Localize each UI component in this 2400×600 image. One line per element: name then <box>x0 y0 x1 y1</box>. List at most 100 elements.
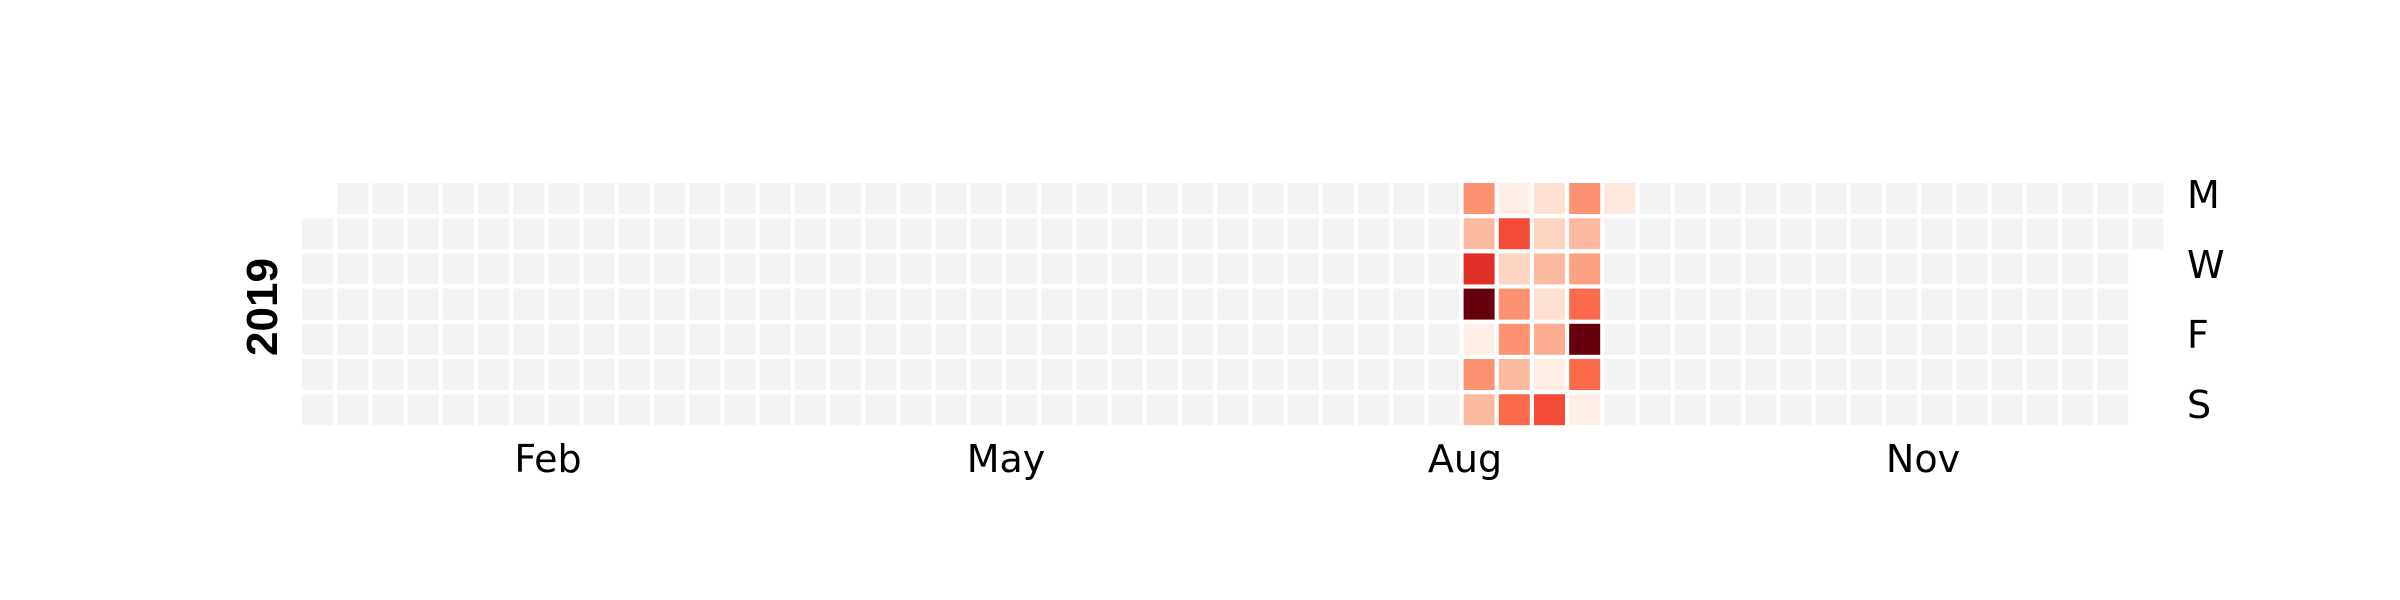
heatmap-cell-empty <box>548 253 580 285</box>
heatmap-cell-empty <box>2132 183 2164 214</box>
heatmap-cell-empty <box>1956 253 1988 285</box>
heatmap-cell-empty <box>618 253 650 285</box>
heatmap-cell <box>1569 323 1601 355</box>
heatmap-cell-empty <box>1322 359 1354 390</box>
heatmap-cell <box>1498 183 1530 214</box>
heatmap-cell-empty <box>935 359 967 390</box>
heatmap-cells <box>302 183 2164 426</box>
heatmap-cell <box>1463 288 1495 320</box>
heatmap-cell-empty <box>1604 218 1636 250</box>
heatmap-cell-empty <box>1111 323 1143 355</box>
heatmap-cell-empty <box>302 394 333 426</box>
heatmap-cell-empty <box>1921 253 1953 285</box>
heatmap-cell-empty <box>689 218 721 250</box>
heatmap-cell-empty <box>618 394 650 426</box>
heatmap-cell-empty <box>1921 218 1953 250</box>
heatmap-cell-empty <box>1604 359 1636 390</box>
heatmap-cell-empty <box>759 394 791 426</box>
heatmap-cell-empty <box>337 183 369 214</box>
heatmap-cell-empty <box>2097 394 2129 426</box>
heatmap-cell-empty <box>830 218 861 250</box>
heatmap-cell-empty <box>1041 218 1073 250</box>
heatmap-cell-empty <box>1745 359 1777 390</box>
heatmap-cell-empty <box>1886 253 1917 285</box>
heatmap-cell-empty <box>830 323 861 355</box>
heatmap-cell-empty <box>794 359 826 390</box>
heatmap-cell-empty <box>372 253 404 285</box>
heatmap-cell-empty <box>1041 394 1073 426</box>
heatmap-cell-empty <box>1006 359 1037 390</box>
heatmap-cell-empty <box>1780 288 1812 320</box>
heatmap-cell-empty <box>865 323 897 355</box>
heatmap-cell-empty <box>337 359 369 390</box>
heatmap-cell-empty <box>513 323 545 355</box>
heatmap-cell-empty <box>2062 394 2093 426</box>
heatmap-cell-empty <box>1393 359 1425 390</box>
heatmap-cell-empty <box>900 359 932 390</box>
heatmap-cell <box>1463 253 1495 285</box>
heatmap-cell-empty <box>1287 218 1319 250</box>
heatmap-cell-empty <box>1850 323 1882 355</box>
heatmap-cell-empty <box>2097 218 2129 250</box>
heatmap-cell-empty <box>1217 394 1249 426</box>
heatmap-cell-empty <box>689 288 721 320</box>
heatmap-cell-empty <box>1041 288 1073 320</box>
heatmap-cell-empty <box>1287 183 1319 214</box>
heatmap-cell-empty <box>1991 253 2023 285</box>
heatmap-cell-empty <box>1710 218 1741 250</box>
heatmap-cell-empty <box>1252 394 1284 426</box>
heatmap-cell-empty <box>1815 253 1847 285</box>
heatmap-cell-empty <box>1815 218 1847 250</box>
heatmap-cell-empty <box>1252 323 1284 355</box>
weekday-label: M <box>2187 173 2220 217</box>
heatmap-cell-empty <box>548 218 580 250</box>
heatmap-cell-empty <box>970 183 1002 214</box>
heatmap-cell-empty <box>548 359 580 390</box>
heatmap-cell-empty <box>1674 288 1706 320</box>
heatmap-cell <box>1498 323 1530 355</box>
heatmap-cell-empty <box>2097 183 2129 214</box>
heatmap-cell <box>1498 359 1530 390</box>
heatmap-cell-empty <box>1182 323 1213 355</box>
heatmap-cell-empty <box>1886 394 1917 426</box>
heatmap-cell <box>1498 288 1530 320</box>
heatmap-cell-empty <box>372 323 404 355</box>
heatmap-cell-empty <box>1146 359 1178 390</box>
heatmap-cell-empty <box>1182 359 1213 390</box>
heatmap-cell <box>1534 218 1565 250</box>
heatmap-cell-empty <box>1287 394 1319 426</box>
heatmap-cell-empty <box>1780 183 1812 214</box>
heatmap-cell-empty <box>935 253 967 285</box>
heatmap-cell-empty <box>1358 394 1389 426</box>
heatmap-cell-empty <box>1745 323 1777 355</box>
heatmap-cell-empty <box>1639 359 1671 390</box>
heatmap-cell-empty <box>1182 253 1213 285</box>
heatmap-cell-empty <box>1393 323 1425 355</box>
heatmap-cell-empty <box>654 183 685 214</box>
heatmap-cell-empty <box>478 183 509 214</box>
heatmap-cell-empty <box>583 323 615 355</box>
heatmap-cell-empty <box>1182 288 1213 320</box>
heatmap-cell-empty <box>935 323 967 355</box>
heatmap-cell-empty <box>583 359 615 390</box>
heatmap-cell-empty <box>583 218 615 250</box>
heatmap-cell <box>1534 359 1565 390</box>
heatmap-cell-empty <box>1287 288 1319 320</box>
heatmap-cell-empty <box>2026 288 2058 320</box>
heatmap-cell-empty <box>724 394 756 426</box>
heatmap-cell-empty <box>1850 218 1882 250</box>
heatmap-cell-empty <box>583 288 615 320</box>
heatmap-cell-empty <box>1815 359 1847 390</box>
heatmap-cell-empty <box>1076 183 1108 214</box>
heatmap-cell-empty <box>830 394 861 426</box>
heatmap-cell-empty <box>1639 183 1671 214</box>
heatmap-cell-empty <box>1921 359 1953 390</box>
heatmap-cell-empty <box>1639 218 1671 250</box>
heatmap-cell-empty <box>1428 359 1460 390</box>
heatmap-cell-empty <box>970 288 1002 320</box>
heatmap-cell-empty <box>1604 394 1636 426</box>
heatmap-cell-empty <box>1146 183 1178 214</box>
heatmap-cell-empty <box>900 183 932 214</box>
heatmap-cell-empty <box>1780 323 1812 355</box>
heatmap-cell-empty <box>970 218 1002 250</box>
